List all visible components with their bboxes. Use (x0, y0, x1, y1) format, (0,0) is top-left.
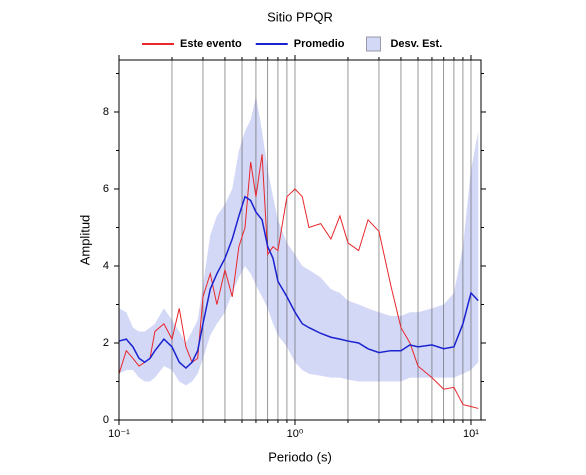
x-tick-label: 10¹ (463, 428, 479, 440)
chart-title: Sitio PPQR (267, 9, 333, 24)
x-tick-label: 10⁻¹ (108, 428, 130, 440)
x-tick-label: 10⁰ (287, 428, 304, 440)
y-tick-label: 4 (103, 260, 109, 272)
series-line (118, 195, 479, 370)
y-tick-label: 6 (103, 183, 109, 195)
legend-label: Este evento (180, 38, 242, 50)
series-line (118, 154, 479, 409)
y-tick-label: 2 (103, 337, 109, 349)
y-tick-label: 8 (103, 106, 109, 118)
legend-label: Promedio (294, 38, 345, 50)
y-tick-label: 0 (103, 414, 109, 426)
y-axis-label: Amplitud (77, 215, 92, 266)
x-axis-label: Periodo (s) (268, 449, 332, 464)
std-band (119, 96, 479, 386)
legend-swatch (365, 36, 381, 52)
legend-label: Desv. Est. (390, 38, 442, 50)
plot-frame (118, 59, 482, 421)
